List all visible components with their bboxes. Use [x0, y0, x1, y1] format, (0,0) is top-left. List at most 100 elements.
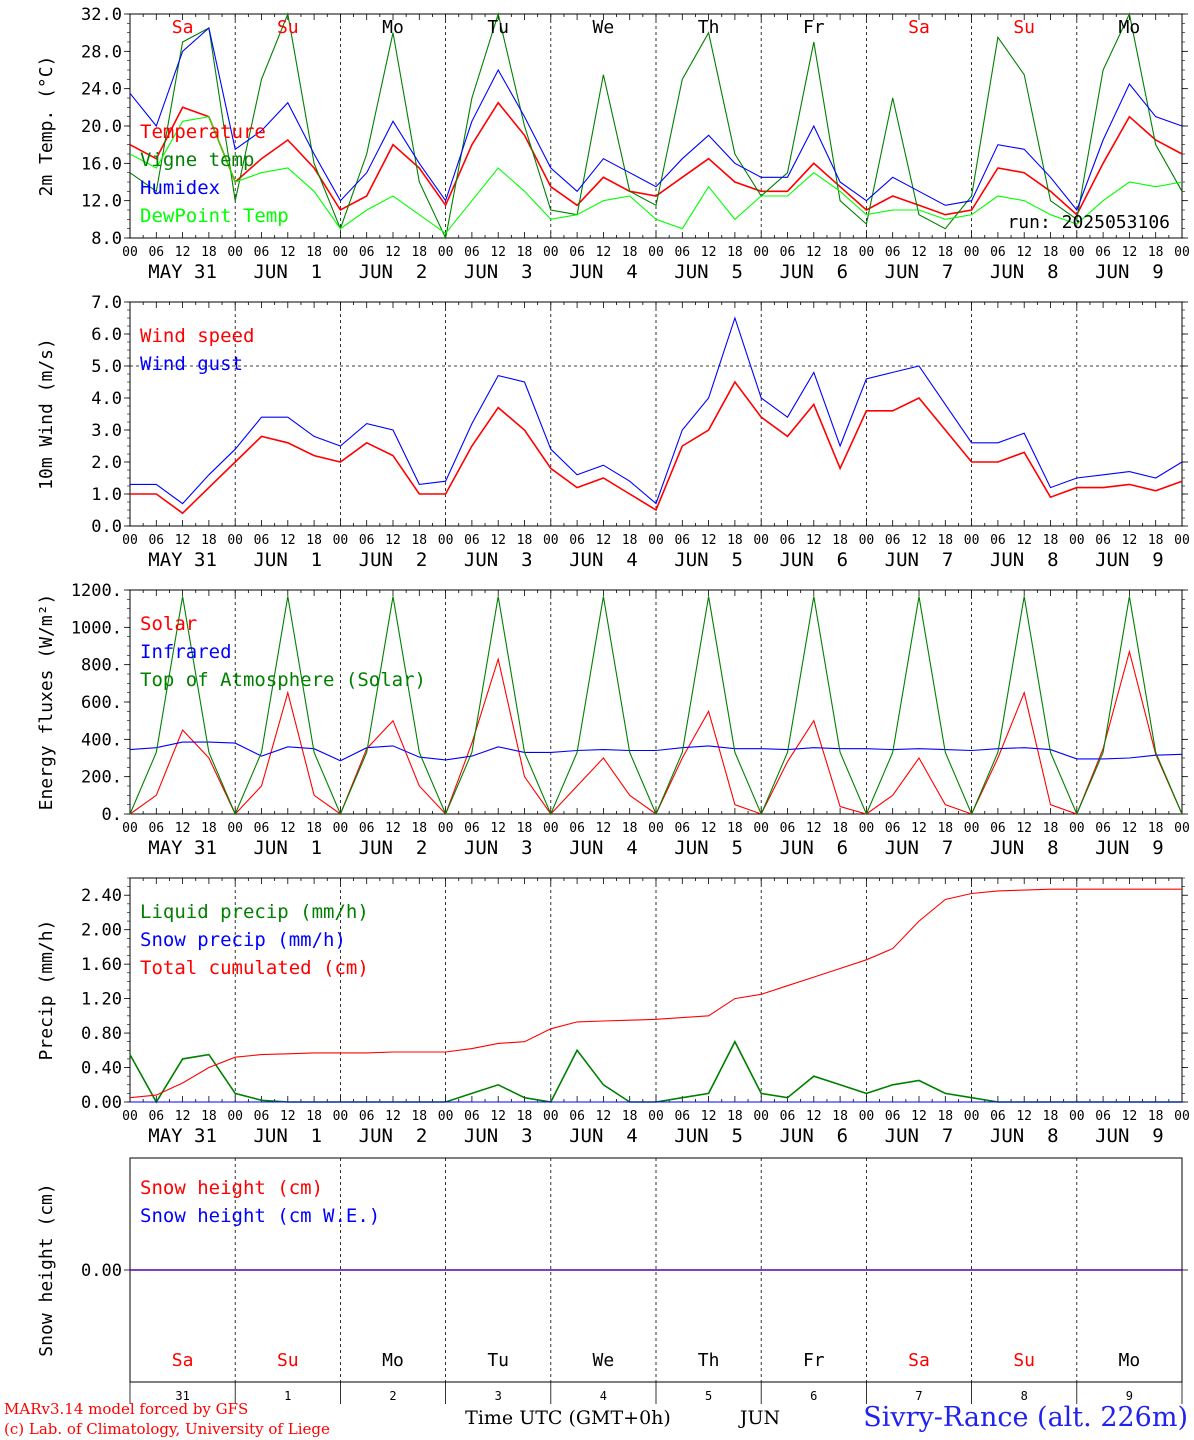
date-label: JUN 5 — [674, 837, 743, 859]
hour-tick-label: 12 — [701, 821, 717, 836]
series-line-temperature — [129, 101, 1183, 216]
hour-tick-label: 00 — [1174, 245, 1190, 260]
hour-tick-label: 06 — [990, 1109, 1006, 1124]
y-axis-label: 2m Temp. (°C) — [36, 56, 57, 197]
date-label: JUN 4 — [569, 261, 638, 283]
hour-tick-label: 00 — [859, 1109, 875, 1124]
hour-tick-label: 06 — [674, 821, 690, 836]
y-tick-label: 0. — [102, 805, 122, 825]
hour-tick-label: 06 — [1095, 821, 1111, 836]
legend-entry: Liquid precip (mm/h) — [140, 901, 369, 923]
weekday-label: Fr — [803, 17, 825, 38]
weekday-label: We — [593, 1350, 615, 1371]
date-label: JUN 2 — [359, 549, 428, 571]
weekday-label: Sa — [172, 1350, 194, 1371]
hour-tick-label: 18 — [622, 821, 638, 836]
hour-tick-label: 18 — [201, 245, 217, 260]
hour-tick-label: 18 — [1148, 533, 1164, 548]
hour-tick-label: 18 — [622, 533, 638, 548]
hour-tick-label: 18 — [411, 533, 427, 548]
hour-tick-label: 06 — [359, 821, 375, 836]
hour-tick-label: 00 — [964, 821, 980, 836]
hour-tick-label: 18 — [622, 1109, 638, 1124]
legend-entry: Infrared — [140, 641, 232, 663]
series-line-total-cumulated-cm- — [129, 888, 1182, 1099]
hour-tick-label: 12 — [1016, 245, 1032, 260]
y-tick-label: 24.0 — [81, 80, 122, 100]
hour-tick-label: 18 — [411, 245, 427, 260]
hour-tick-label: 12 — [1016, 1109, 1032, 1124]
panel-5: 0.00 Snow height (cm) Snow height (cm) Snow… — [36, 1157, 1188, 1404]
hour-tick-label: 00 — [333, 533, 349, 548]
weekday-label: Tu — [487, 17, 509, 38]
y-tick-label: 2.40 — [81, 886, 122, 906]
hour-tick-label: 18 — [727, 821, 743, 836]
hour-tick-label: 00 — [438, 245, 454, 260]
plot-frame — [129, 301, 1183, 527]
hour-tick-label: 00 — [1174, 533, 1190, 548]
y-axis-label: 10m Wind (m/s) — [36, 338, 57, 490]
y-tick-label: 0.00 — [81, 1093, 122, 1113]
hour-tick-label: 00 — [1069, 245, 1085, 260]
hour-tick-label: 12 — [490, 533, 506, 548]
plot-frame — [129, 589, 1183, 815]
date-label: JUN 6 — [779, 261, 848, 283]
day-number: 8 — [1021, 1389, 1028, 1403]
hour-tick-label: 00 — [227, 533, 243, 548]
hour-tick-label: 00 — [648, 1109, 664, 1124]
hour-tick-label: 18 — [1043, 821, 1059, 836]
weekday-label: Th — [698, 17, 720, 38]
hour-tick-label: 18 — [517, 821, 533, 836]
day-number: 7 — [915, 1389, 922, 1403]
y-tick-label: 1200. — [71, 581, 122, 601]
hour-tick-label: 18 — [1043, 1109, 1059, 1124]
y-tick-label: 1000. — [71, 618, 122, 638]
hour-tick-label: 18 — [306, 821, 322, 836]
hour-tick-label: 00 — [1069, 821, 1085, 836]
hour-tick-label: 06 — [885, 245, 901, 260]
weekday-label: Mo — [1119, 17, 1141, 38]
hour-tick-label: 06 — [990, 533, 1006, 548]
hour-tick-label: 12 — [596, 821, 612, 836]
date-label: JUN 2 — [359, 261, 428, 283]
hour-tick-label: 06 — [569, 1109, 585, 1124]
date-label: JUN 4 — [569, 549, 638, 571]
hour-tick-label: 00 — [648, 533, 664, 548]
hour-tick-label: 06 — [254, 1109, 270, 1124]
date-label: JUN 3 — [464, 261, 533, 283]
hour-tick-label: 06 — [780, 533, 796, 548]
hour-tick-label: 12 — [490, 1109, 506, 1124]
date-label: JUN 4 — [569, 1125, 638, 1147]
series-line-vigne-temp — [129, 11, 1183, 240]
date-label: JUN 3 — [464, 549, 533, 571]
hour-tick-label: 06 — [990, 821, 1006, 836]
series-line-infrared — [129, 741, 1183, 762]
hour-tick-label: 12 — [1122, 1109, 1138, 1124]
hour-tick-label: 12 — [911, 821, 927, 836]
date-label: MAY 31 — [148, 549, 217, 571]
date-label: JUN 5 — [674, 261, 743, 283]
y-tick-label: 28.0 — [81, 42, 122, 62]
legend-entry: Top of Atmosphere (Solar) — [140, 669, 426, 691]
y-tick-label: 800. — [81, 656, 122, 676]
hour-tick-label: 06 — [359, 245, 375, 260]
hour-tick-label: 00 — [753, 245, 769, 260]
y-tick-label: 2.00 — [81, 921, 122, 941]
hour-tick-label: 12 — [911, 245, 927, 260]
series-line-humidex — [129, 26, 1183, 212]
hour-tick-label: 00 — [753, 821, 769, 836]
hour-tick-label: 18 — [937, 533, 953, 548]
hour-tick-label: 18 — [201, 821, 217, 836]
weekday-label: Su — [1013, 1350, 1035, 1371]
hour-tick-label: 12 — [1122, 245, 1138, 260]
hour-tick-label: 00 — [964, 245, 980, 260]
y-axis-label: Snow height (cm) — [36, 1183, 57, 1356]
hour-tick-label: 00 — [859, 821, 875, 836]
hour-tick-label: 12 — [911, 533, 927, 548]
date-label: JUN 8 — [990, 549, 1059, 571]
y-axis-label: Energy fluxes (W/m²) — [36, 594, 57, 811]
hour-tick-label: 12 — [175, 533, 191, 548]
hour-tick-label: 06 — [254, 533, 270, 548]
hour-tick-label: 12 — [1122, 533, 1138, 548]
hour-tick-label: 06 — [148, 533, 164, 548]
